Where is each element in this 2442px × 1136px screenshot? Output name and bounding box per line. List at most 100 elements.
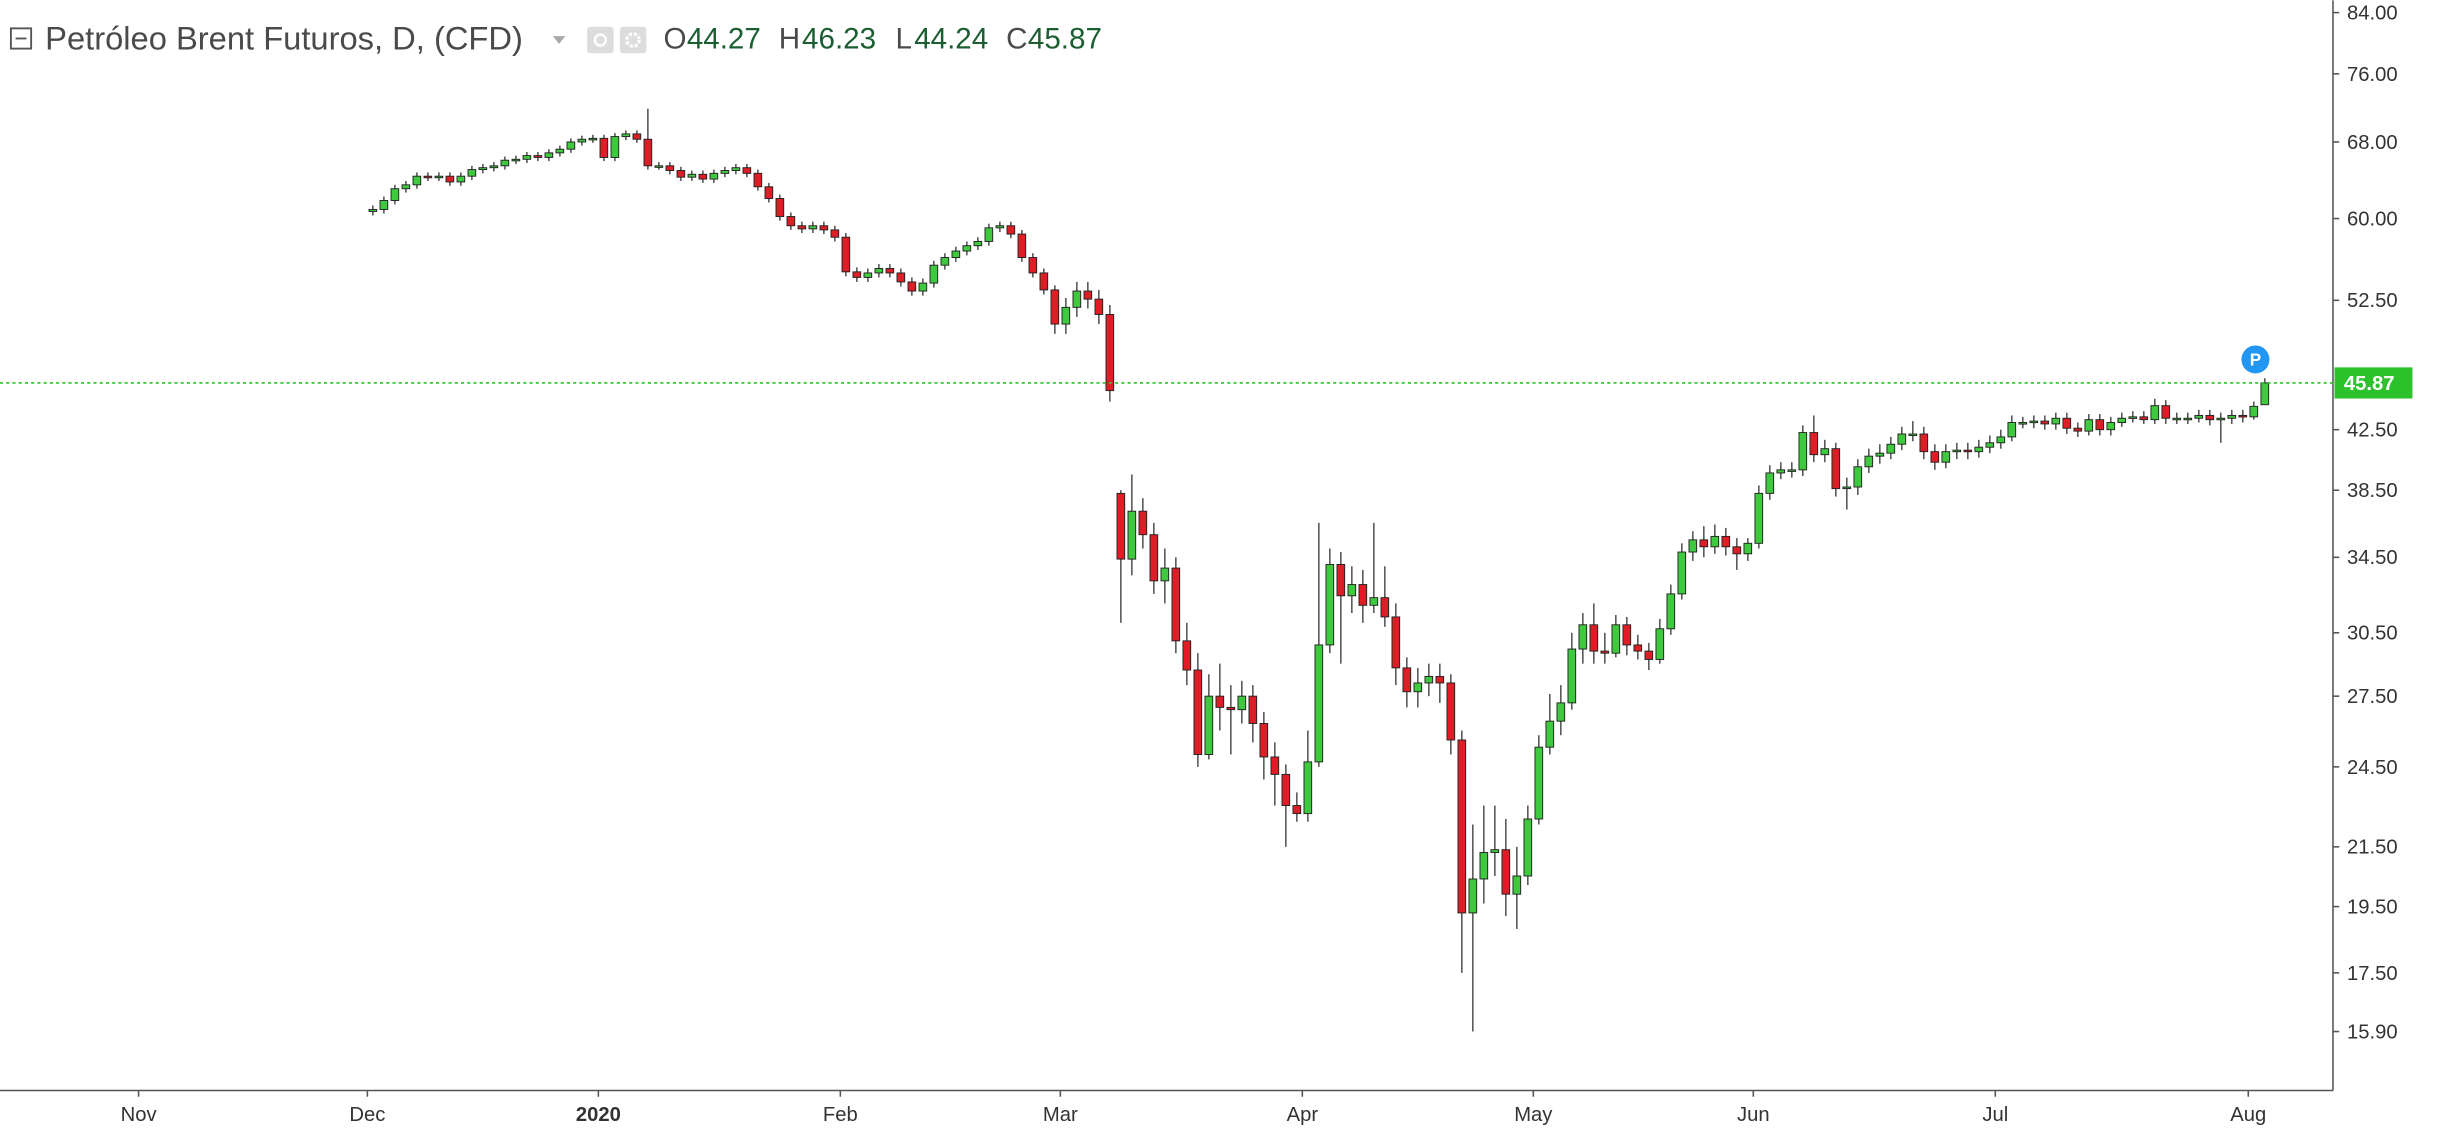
ohlc-value: 44.27	[687, 23, 761, 56]
candle-body	[390, 188, 400, 201]
ohlc-key: C	[1006, 23, 1027, 56]
candle-body	[2095, 419, 2105, 431]
y-tick-label: 60.00	[2347, 208, 2398, 230]
candle-body	[896, 272, 906, 283]
candle-body	[1248, 695, 1258, 724]
candle-body	[2139, 416, 2149, 421]
candle-body	[2194, 414, 2204, 419]
candle-body	[2029, 420, 2039, 424]
x-tick-label: Apr	[1287, 1104, 1319, 1126]
candle-body	[1193, 669, 1203, 755]
candle-body	[665, 165, 675, 171]
candle-body	[1050, 289, 1060, 325]
candle-body	[1127, 510, 1137, 560]
candle-body	[1424, 675, 1434, 684]
candle-body	[412, 175, 422, 186]
settings-button[interactable]	[619, 26, 647, 54]
candle-body	[1545, 720, 1555, 748]
ohlc-key: L	[896, 23, 912, 56]
candle-body	[1809, 432, 1819, 456]
y-tick-label: 84.00	[2347, 2, 2398, 24]
candle-body	[907, 281, 917, 292]
candle-body	[1237, 695, 1247, 711]
candle-body	[533, 155, 543, 158]
y-tick-label: 21.50	[2347, 837, 2398, 859]
candle-body	[1369, 597, 1379, 606]
y-tick-label: 68.00	[2347, 132, 2398, 154]
candle-body	[731, 167, 741, 171]
candle-body	[1457, 739, 1467, 914]
candle-body	[929, 264, 939, 284]
candle-body	[1380, 597, 1390, 618]
candle-body	[1754, 492, 1764, 544]
candle-body	[1413, 682, 1423, 693]
candle-body	[1116, 492, 1126, 560]
visibility-button[interactable]	[587, 26, 614, 54]
ohlc-key: O	[663, 23, 686, 56]
x-tick-label: Aug	[2230, 1104, 2266, 1126]
dropdown-arrow[interactable]	[552, 36, 566, 44]
candle-body	[709, 172, 719, 180]
candle-body	[1798, 432, 1808, 471]
candle-body	[632, 133, 642, 140]
candle-body	[1512, 875, 1522, 895]
candle-body	[588, 137, 598, 141]
candle-body	[1996, 436, 2006, 444]
candle-body	[1336, 564, 1346, 597]
candle-body	[478, 167, 488, 171]
y-tick-label: 30.50	[2347, 623, 2398, 645]
candle-body	[874, 268, 884, 274]
candle-body	[1688, 539, 1698, 553]
candle-body	[984, 227, 994, 242]
candle-body	[1028, 257, 1038, 274]
candle-body	[1908, 433, 1918, 437]
candle-body	[1490, 849, 1500, 854]
candle-body	[753, 172, 763, 188]
y-tick-label: 76.00	[2347, 64, 2398, 86]
candle-body	[599, 137, 609, 158]
candle-body	[1897, 433, 1907, 445]
candle-body	[1402, 667, 1412, 693]
candle-body	[852, 271, 862, 278]
candle-body	[1963, 449, 1973, 453]
candle-body	[643, 138, 653, 167]
candle-body	[621, 133, 631, 138]
candle-body	[1699, 539, 1709, 548]
candle-body	[973, 240, 983, 247]
eye-icon	[593, 33, 607, 47]
collapse-button[interactable]	[9, 27, 33, 50]
candle-body	[1391, 616, 1401, 669]
candle-body	[819, 225, 829, 231]
candle-body	[1589, 624, 1599, 652]
candle-body	[555, 148, 565, 154]
candle-body	[1534, 746, 1544, 820]
candle-body	[1776, 469, 1786, 474]
candle-body	[1138, 510, 1148, 536]
candle-body	[500, 159, 510, 167]
candle-body	[1270, 756, 1280, 775]
candle-body	[423, 175, 433, 179]
candle-body	[775, 198, 785, 218]
candle-body	[1721, 535, 1731, 548]
candle-body	[2238, 414, 2248, 418]
candle-body	[566, 141, 576, 150]
candle-body	[1622, 624, 1632, 646]
candle-body	[1171, 567, 1181, 642]
candle-body	[687, 173, 697, 178]
candle-body	[1094, 298, 1104, 315]
candle-body	[720, 170, 730, 174]
y-tick-label: 19.50	[2347, 897, 2398, 919]
x-tick-label: Nov	[121, 1104, 158, 1126]
candle-body	[1061, 306, 1071, 325]
candle-body	[2150, 405, 2160, 421]
candle-body	[1710, 535, 1720, 548]
last-price-box	[2334, 367, 2413, 399]
candle-body	[940, 257, 950, 266]
candle-body	[2106, 422, 2116, 431]
candle-body	[2128, 416, 2138, 419]
candle-body	[808, 225, 818, 230]
candle-body	[1435, 675, 1445, 684]
candle-body	[951, 250, 961, 259]
candle-body	[2073, 427, 2083, 432]
ohlc-value: 44.24	[914, 23, 988, 56]
